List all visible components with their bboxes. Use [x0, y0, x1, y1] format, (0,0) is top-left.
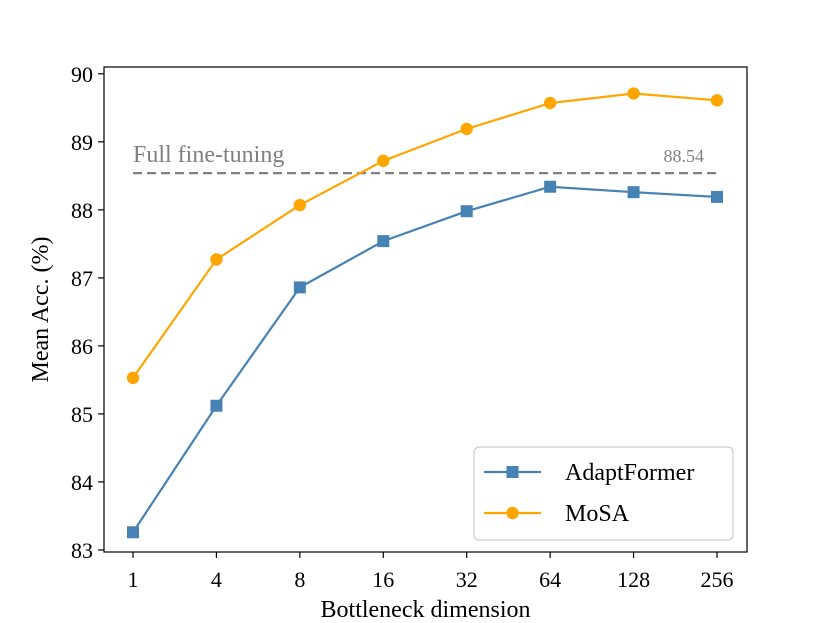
point-mosa-32: [460, 122, 473, 136]
y-tick-label: 87: [71, 266, 93, 291]
point-adaptformer-256: [711, 190, 723, 203]
x-tick-label: 16: [372, 567, 394, 592]
point-mosa-64: [543, 96, 557, 110]
legend-label-adaptformer: AdaptFormer: [565, 460, 694, 486]
x-tick-label: 64: [539, 567, 561, 592]
series-group: [126, 87, 724, 539]
full-fine-tuning-label: Full fine-tuning: [133, 142, 284, 168]
y-tick-label: 90: [71, 62, 93, 87]
legend-box: [473, 446, 734, 541]
point-mosa-128: [627, 87, 640, 100]
x-tick-label: 256: [701, 567, 734, 592]
legend-marker-mosa: [506, 506, 519, 520]
point-mosa-256: [710, 94, 724, 107]
point-adaptformer-8: [293, 281, 306, 294]
legend-label-mosa: MoSA: [565, 501, 630, 527]
y-tick-label: 88: [71, 198, 93, 223]
legend-item-adaptformer: AdaptFormer: [484, 460, 694, 486]
x-tick-label: 1: [128, 567, 139, 592]
y-tick-label: 89: [71, 130, 93, 155]
point-adaptformer-16: [377, 235, 390, 248]
x-tick-label: 128: [617, 567, 650, 592]
series-line-adaptformer: [132, 185, 718, 533]
point-adaptformer-32: [460, 205, 473, 218]
legend-item-mosa: MoSA: [484, 501, 630, 527]
reference-line-group: Full fine-tuning 88.54: [133, 142, 717, 175]
x-tick-label: 8: [294, 567, 305, 592]
point-adaptformer-128: [627, 186, 640, 199]
point-mosa-1: [126, 371, 140, 385]
x-axis-label: Bottleneck dimension: [321, 597, 531, 623]
point-mosa-16: [377, 154, 390, 168]
legend-marker-adaptformer: [506, 466, 519, 478]
x-tick-label: 4: [211, 567, 222, 592]
point-mosa-4: [210, 253, 223, 266]
x-tick-label: 32: [456, 567, 478, 592]
full-fine-tuning-value: 88.54: [664, 146, 705, 166]
y-axis-label: Mean Acc. (%): [28, 237, 54, 383]
y-tick-label: 83: [71, 538, 93, 563]
y-tick-label: 86: [71, 334, 93, 359]
y-tick-label: 85: [71, 402, 93, 427]
point-adaptformer-1: [127, 526, 139, 539]
axes-group: 83 84 85 86 87 88 89 90 1 4 8 16 32 64 128 256: [71, 62, 748, 592]
point-adaptformer-4: [210, 399, 223, 412]
point-mosa-8: [293, 198, 307, 212]
series-line-mosa: [132, 92, 718, 379]
plot-frame: [103, 66, 748, 553]
legend: AdaptFormer MoSA: [473, 446, 734, 541]
y-tick-label: 84: [71, 470, 93, 495]
point-adaptformer-64: [544, 180, 557, 193]
